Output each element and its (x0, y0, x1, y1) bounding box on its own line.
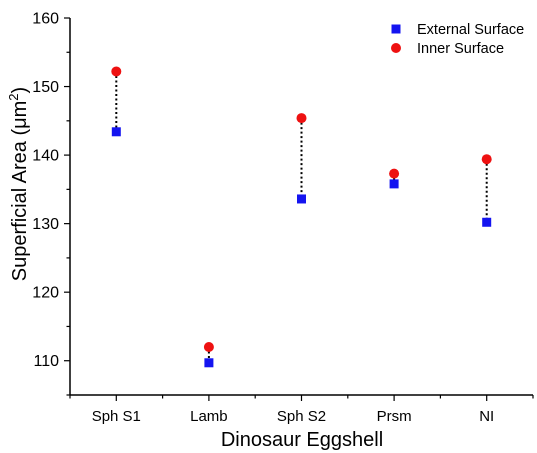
y-axis-label-exponent: 2 (6, 93, 21, 100)
legend-inner-label: Inner Surface (417, 41, 504, 57)
external-surface-point (204, 358, 214, 368)
x-tick-label: NI (479, 408, 494, 425)
inner-surface-point (481, 154, 492, 165)
external-surface-point (482, 217, 492, 227)
x-tick-label: Lamb (190, 408, 228, 425)
inner-surface-point (111, 66, 122, 77)
x-tick-label: Sph S2 (277, 408, 326, 425)
y-axis-label-unit: μm (9, 101, 31, 129)
external-surface-point (111, 127, 121, 137)
y-axis-label: Superficial Area (μm2) (6, 87, 31, 281)
legend-external-marker (391, 24, 401, 34)
plot-area: 110 120 130 140 150 160 Sph S1 Lamb Sph S2 Prsm NI (32, 11, 534, 425)
inner-surface-point (203, 342, 214, 353)
y-tick-label: 150 (32, 79, 59, 96)
legend: External Surface Inner Surface (391, 22, 524, 57)
y-tick-label: 120 (32, 285, 59, 302)
x-axis-label: Dinosaur Eggshell (221, 429, 383, 451)
inner-surface-point (296, 113, 307, 124)
y-axis-label-suffix: ) (9, 87, 31, 94)
legend-external-label: External Surface (417, 22, 524, 38)
y-tick-label: 110 (33, 353, 59, 370)
inner-surface-point (389, 168, 400, 179)
y-tick-label: 140 (32, 148, 59, 165)
y-tick-label: 160 (32, 11, 59, 28)
external-surface-point (389, 179, 399, 189)
x-tick-label: Sph S1 (92, 408, 141, 425)
y-tick-label: 130 (32, 216, 59, 233)
y-axis-label-prefix: Superficial Area ( (9, 129, 31, 282)
x-tick-label: Prsm (377, 408, 412, 425)
legend-inner-marker (391, 43, 401, 53)
external-surface-point (297, 194, 306, 204)
